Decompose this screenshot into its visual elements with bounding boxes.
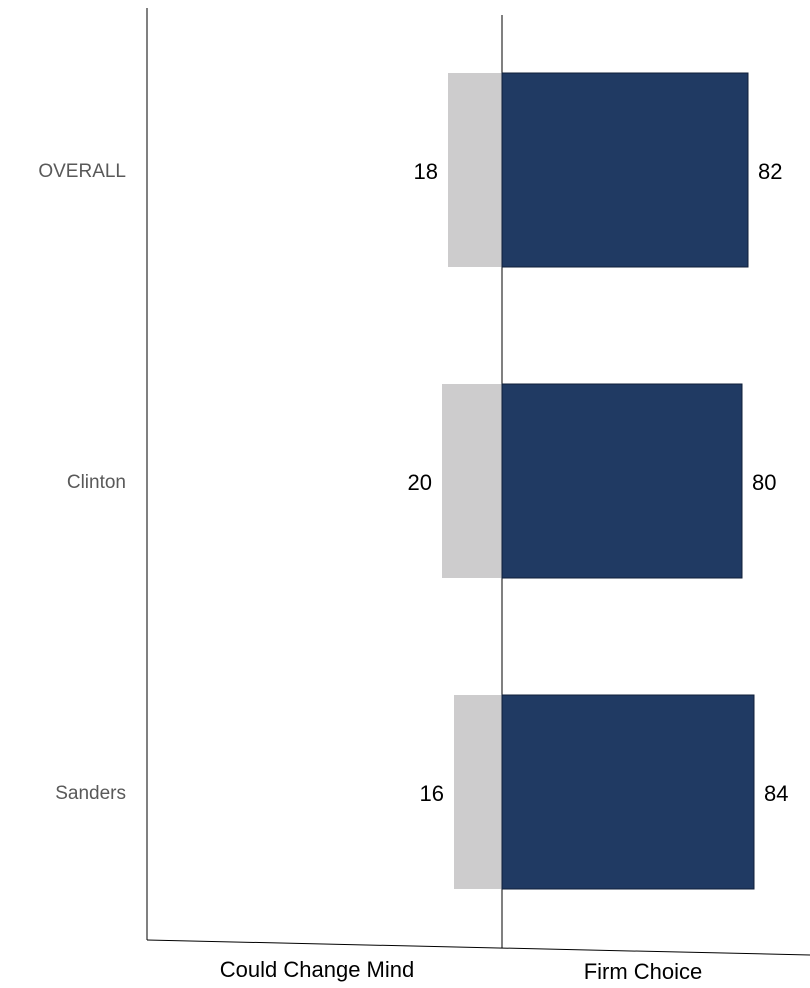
xlabel-could-change-mind: Could Change Mind [220,957,414,982]
category-label-clinton: Clinton [67,472,126,493]
value-label-could-change-mind-sanders: 16 [420,781,444,806]
bar-could-change-mind-overall [448,73,502,267]
bar-could-change-mind-clinton [442,384,502,578]
value-label-could-change-mind-overall: 18 [414,159,438,184]
category-label-overall: OVERALL [38,161,126,182]
bar-firm-choice-clinton [501,383,743,579]
xlabel-firm-choice: Firm Choice [584,959,703,984]
bar-firm-choice-overall [501,72,749,268]
baseline-axis-line [146,939,810,956]
value-label-could-change-mind-clinton: 20 [408,470,432,495]
bar-could-change-mind-sanders [454,695,502,889]
bar-firm-choice-sanders [501,694,755,890]
bars-group: OVERALL 18 82 Clinton 20 80 Sanders 16 84 [38,72,788,890]
category-label-sanders: Sanders [55,783,126,804]
value-label-firm-choice-sanders: 84 [764,781,788,806]
value-label-firm-choice-overall: 82 [758,159,782,184]
value-label-firm-choice-clinton: 80 [752,470,776,495]
